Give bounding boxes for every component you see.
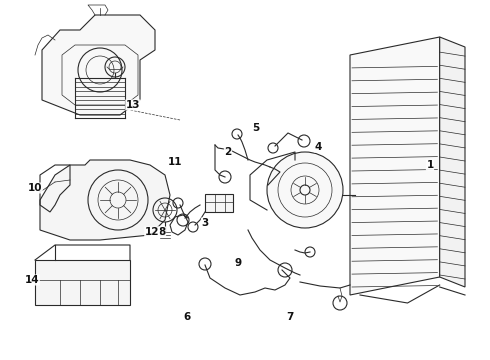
Polygon shape [40, 160, 170, 240]
Text: 9: 9 [234, 258, 242, 268]
Text: 8: 8 [158, 227, 166, 237]
Polygon shape [350, 37, 440, 295]
Text: 13: 13 [126, 100, 140, 110]
Polygon shape [35, 260, 130, 305]
Text: 4: 4 [314, 142, 322, 152]
Text: 2: 2 [224, 147, 232, 157]
Text: 7: 7 [286, 312, 294, 322]
Text: 12: 12 [145, 227, 159, 237]
Polygon shape [440, 37, 465, 287]
Text: 11: 11 [168, 157, 182, 167]
Text: 10: 10 [28, 183, 42, 193]
Bar [205, 194, 233, 212]
Text: 6: 6 [183, 312, 191, 322]
Text: 3: 3 [201, 218, 209, 228]
Text: 5: 5 [252, 123, 260, 133]
Polygon shape [42, 15, 155, 115]
Circle shape [267, 152, 343, 228]
Text: 14: 14 [24, 275, 39, 285]
Text: 1: 1 [426, 160, 434, 170]
